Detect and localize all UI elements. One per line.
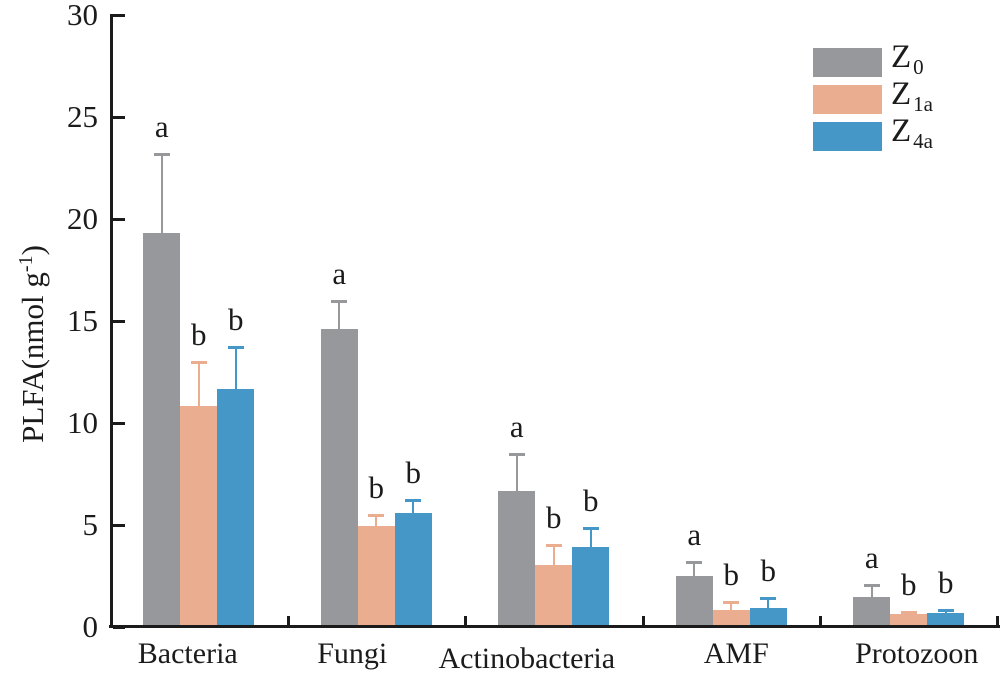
bar-Z4a-Fungi — [394, 512, 432, 627]
error-bar-cap — [368, 513, 385, 517]
bar-Z0-Protozoon — [853, 597, 891, 627]
x-axis-line — [109, 625, 1000, 628]
bar-Z1a-AMF — [712, 609, 750, 627]
legend-item-Z0: Z0 — [813, 41, 933, 79]
y-tick-label: 5 — [82, 507, 99, 542]
error-bar-stem — [693, 561, 696, 576]
error-bar-stem — [515, 453, 518, 492]
y-tick — [113, 626, 125, 629]
x-tick — [996, 616, 999, 625]
bar-Z1a-Actinobacteria — [535, 564, 573, 627]
error-bar-cap — [686, 560, 703, 564]
y-tick — [113, 116, 125, 119]
legend-label-Z1a: Z1a — [891, 76, 933, 117]
error-bar-stem — [197, 361, 200, 406]
bar-Z4a-Bacteria — [217, 389, 255, 627]
y-tick-label: 25 — [67, 99, 98, 134]
significance-letter: a — [687, 516, 702, 552]
legend-label-Z4a: Z4a — [891, 113, 933, 154]
error-bar-cap — [190, 360, 207, 364]
bar-Z0-Actinobacteria — [498, 491, 536, 627]
error-bar-cap — [227, 345, 244, 349]
bar-Z1a-Protozoon — [890, 613, 928, 627]
significance-letter: a — [154, 108, 169, 144]
x-tick — [641, 616, 645, 625]
significance-letter: b — [546, 500, 562, 536]
legend-label-Z0: Z0 — [891, 39, 924, 80]
error-bar-stem — [870, 585, 873, 598]
bar-Z1a-Fungi — [357, 526, 395, 627]
error-bar-stem — [552, 545, 555, 565]
y-axis-title-superscript: -1 — [14, 255, 37, 273]
error-bar-cap — [937, 608, 954, 612]
y-tick-label: 20 — [67, 201, 98, 236]
error-bar-cap — [331, 299, 348, 303]
y-tick-label: 10 — [67, 405, 98, 440]
error-bar-cap — [900, 610, 917, 614]
legend-swatch-Z4a — [813, 122, 882, 151]
category-label-AMF: AMF — [703, 637, 769, 670]
error-bar-cap — [723, 600, 740, 604]
legend-swatch-Z0 — [813, 48, 882, 77]
y-tick — [113, 320, 125, 323]
significance-letter: b — [368, 469, 385, 505]
significance-letter: b — [405, 454, 422, 490]
y-axis-title-close: ) — [15, 245, 51, 256]
bar-Z4a-Protozoon — [927, 612, 965, 627]
category-label-Bacteria: Bacteria — [137, 637, 238, 670]
category-label-Fungi: Fungi — [317, 637, 388, 670]
error-bar-cap — [405, 498, 422, 502]
category-label-Protozoon: Protozoon — [855, 637, 979, 670]
error-bar-cap — [863, 584, 880, 588]
significance-letter: b — [938, 564, 954, 600]
error-bar-cap — [582, 527, 599, 531]
x-tick — [819, 616, 822, 625]
significance-letter: b — [191, 316, 207, 352]
category-label-Actinobacteria: Actinobacteria — [438, 642, 616, 674]
y-tick-label: 0 — [82, 609, 99, 644]
bar-Z4a-Actinobacteria — [572, 547, 610, 627]
y-tick-label: 15 — [67, 303, 98, 338]
significance-letter: a — [864, 540, 879, 576]
legend-item-Z4a: Z4a — [813, 115, 933, 153]
y-tick — [113, 422, 125, 425]
legend: Z0 Z1a Z4a — [813, 41, 933, 159]
bar-Z0-Fungi — [320, 329, 358, 627]
error-bar-stem — [375, 514, 378, 527]
error-bar-cap — [760, 597, 777, 601]
error-bar-stem — [160, 153, 163, 234]
y-tick — [113, 524, 125, 527]
error-bar-stem — [234, 346, 237, 390]
significance-letter: a — [332, 255, 347, 291]
significance-letter: b — [228, 301, 244, 337]
bar-Z0-AMF — [675, 576, 713, 627]
x-tick — [286, 616, 290, 625]
significance-letter: b — [723, 556, 740, 592]
y-tick-label: 30 — [67, 0, 98, 32]
significance-letter: a — [509, 408, 524, 444]
error-bar-stem — [730, 601, 733, 610]
bar-Z1a-Bacteria — [180, 405, 218, 627]
significance-letter: b — [901, 566, 917, 602]
legend-swatch-Z1a — [813, 85, 882, 114]
error-bar-cap — [545, 544, 562, 548]
y-tick — [113, 14, 125, 17]
y-axis-line — [110, 14, 113, 628]
significance-letter: b — [583, 483, 599, 519]
significance-letter: b — [760, 553, 777, 589]
bar-Z4a-AMF — [749, 607, 787, 627]
error-bar-cap — [153, 152, 170, 156]
bar-Z0-Bacteria — [143, 233, 181, 627]
error-bar-stem — [338, 300, 341, 330]
y-tick — [113, 218, 125, 221]
legend-item-Z1a: Z1a — [813, 78, 933, 116]
error-bar-cap — [508, 452, 525, 456]
error-bar-stem — [412, 499, 415, 513]
x-tick — [464, 616, 467, 625]
error-bar-stem — [767, 598, 770, 608]
error-bar-stem — [589, 528, 592, 548]
